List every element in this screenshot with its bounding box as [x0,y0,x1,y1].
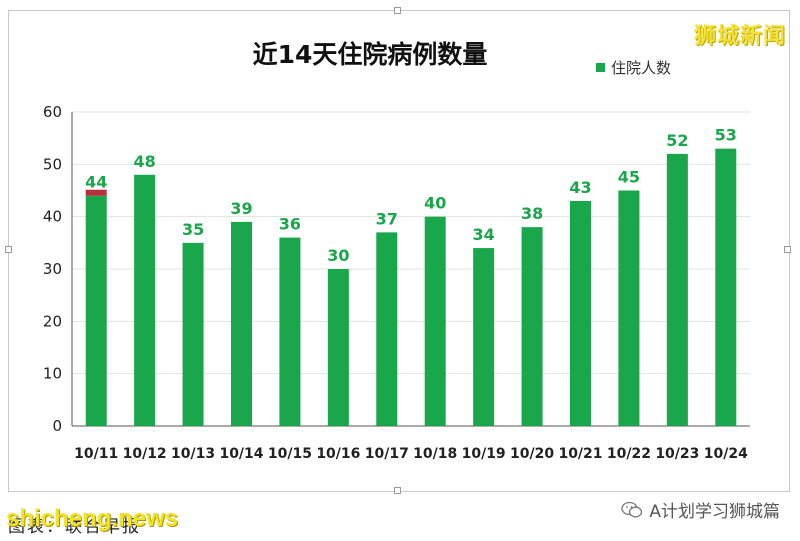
chart-legend: 住院人数 [596,57,671,78]
x-tick-label: 10/19 [462,446,506,462]
bar [231,221,252,426]
x-tick-label: 10/20 [510,446,554,462]
data-label: 40 [424,194,446,213]
wechat-account-name: A计划学习狮城篇 [649,502,780,522]
watermark-logo: 狮城新闻 [693,24,786,49]
bar [134,174,156,426]
x-tick-label: 10/15 [268,446,312,462]
resize-handle-left[interactable] [5,246,12,253]
bar [715,148,737,426]
bar [376,232,398,426]
y-tick-label: 60 [43,103,62,121]
data-label: 36 [279,215,301,234]
data-label: 45 [618,168,640,187]
y-tick-label: 20 [43,312,62,330]
data-label: 44 [85,173,107,192]
chart-title: 近14天住院病例数量 [252,40,488,69]
wechat-account: A计划学习狮城篇 [621,497,780,522]
x-tick-label: 10/24 [704,446,748,462]
x-tick-label: 10/21 [558,446,602,462]
y-tick-label: 50 [43,155,62,173]
x-tick-label: 10/16 [316,446,360,462]
x-tick-label: 10/11 [74,446,118,462]
y-tick-label: 0 [52,417,62,435]
data-label: 30 [327,246,349,265]
bar [570,200,591,426]
bar [521,227,543,426]
bar [182,242,204,426]
x-tick-label: 10/17 [365,446,409,462]
x-tick-label: 10/12 [123,446,167,462]
bar [666,153,688,426]
bar [424,216,446,426]
data-label: 38 [521,204,543,223]
bar-overlay-mark [85,189,107,196]
x-tick-label: 10/23 [655,446,699,462]
y-tick-label: 30 [43,260,62,278]
data-label: 52 [666,131,688,150]
bar [618,190,640,426]
legend-label: 住院人数 [611,59,672,77]
data-label: 48 [134,152,156,171]
bar [473,248,495,426]
bar [327,269,349,426]
chart-source-note: 图表：联合早报 [8,517,141,537]
legend-swatch [596,63,605,72]
bar [279,237,301,426]
bar [85,195,107,426]
resize-handle-top[interactable] [394,7,401,14]
y-tick-label: 10 [43,365,62,383]
x-tick-label: 10/18 [413,446,457,462]
x-tick-label: 10/13 [171,446,215,462]
resize-handle-bottom[interactable] [394,487,401,494]
data-label: 37 [376,209,398,228]
resize-handle-right[interactable] [784,246,791,253]
y-tick-label: 40 [43,208,62,226]
wechat-icon [621,501,643,517]
data-label: 35 [182,220,204,239]
brand-watermark: shicheng.news [6,505,179,532]
data-label: 39 [230,199,252,218]
x-tick-label: 10/14 [219,446,263,462]
data-label: 43 [569,178,591,197]
data-label: 34 [473,225,495,244]
data-label: 53 [715,126,737,145]
x-tick-label: 10/22 [607,446,651,462]
